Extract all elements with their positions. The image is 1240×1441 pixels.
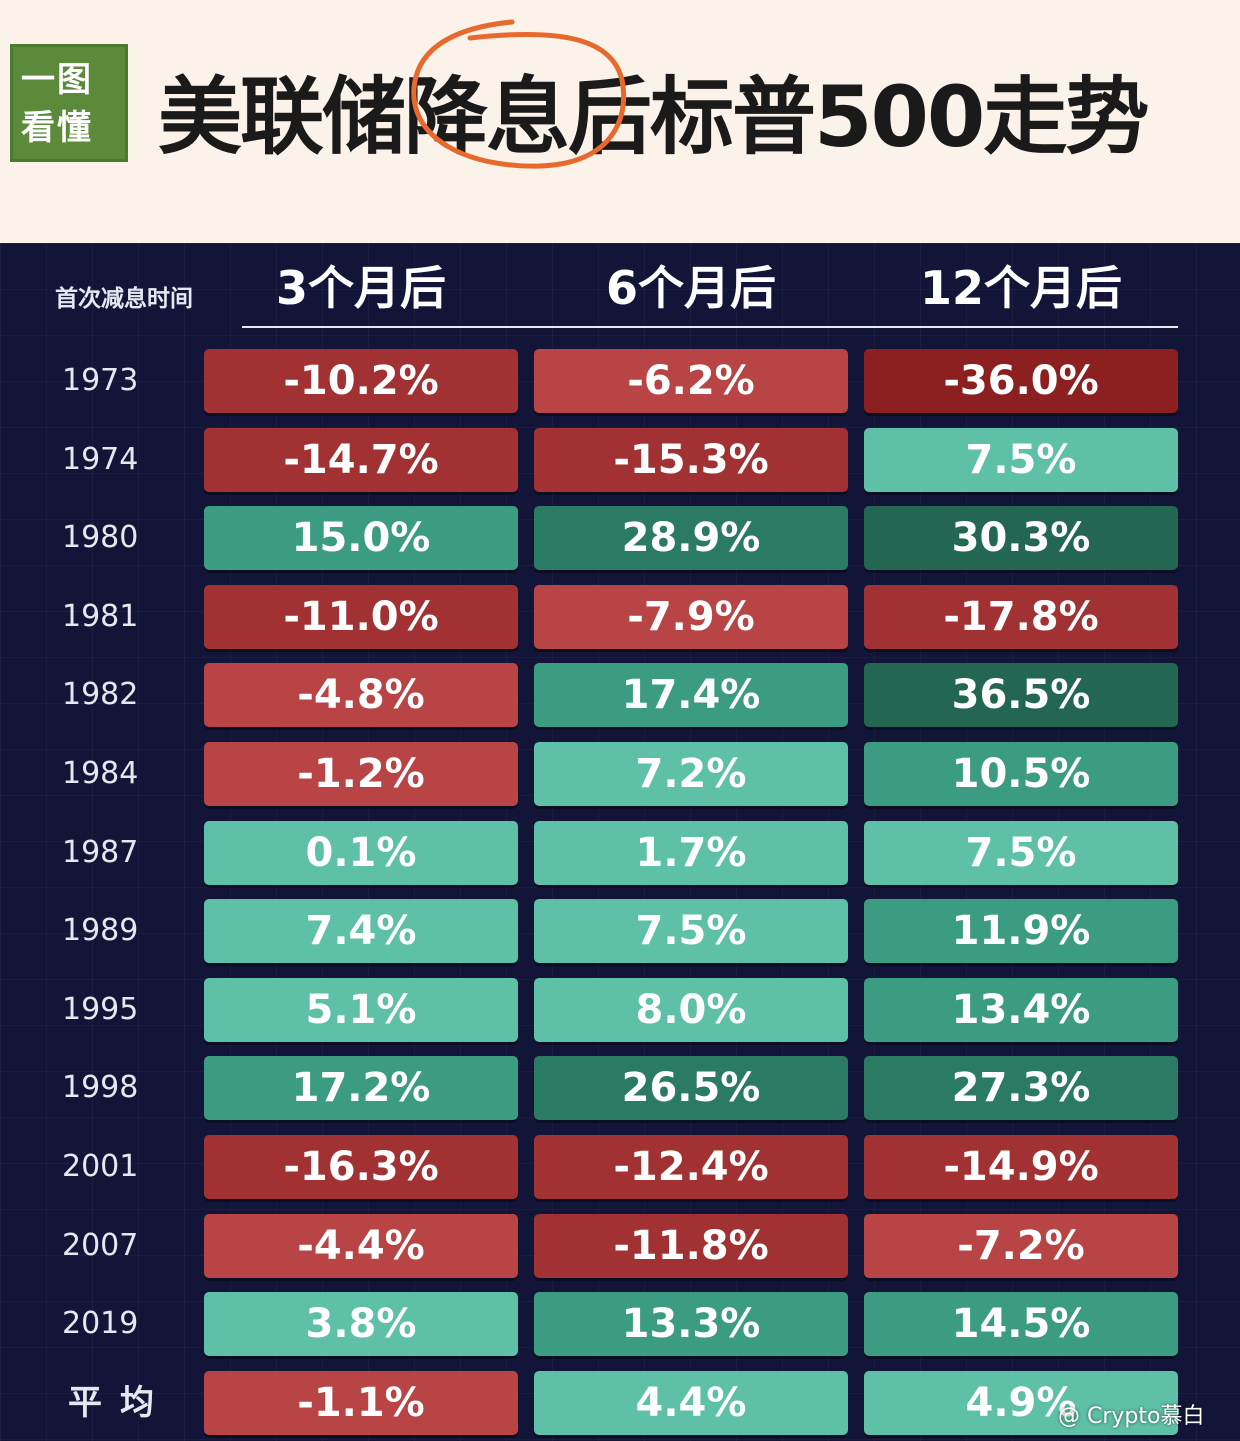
table-cell: -1.1% — [204, 1371, 518, 1435]
table-cell: 1.7% — [534, 821, 848, 885]
column-header: 6个月后 — [605, 261, 776, 315]
header-divider — [242, 326, 1178, 328]
table-cell: -36.0% — [864, 349, 1178, 413]
table-cell: 17.2% — [204, 1056, 518, 1120]
row-label: 1982 — [62, 677, 139, 712]
table-cell: 10.5% — [864, 742, 1178, 806]
table-cell: 8.0% — [534, 978, 848, 1042]
table-cell: 7.4% — [204, 899, 518, 963]
table-cell: 13.3% — [534, 1292, 848, 1356]
row-label: 2007 — [62, 1228, 139, 1263]
table-cell: -14.9% — [864, 1135, 1178, 1199]
table-cell: -6.2% — [534, 349, 848, 413]
highlight-circle-icon — [411, 19, 627, 169]
row-label: 平均 — [68, 1383, 172, 1423]
row-header-label: 首次减息时间 — [55, 286, 193, 312]
table-cell: 7.5% — [534, 899, 848, 963]
table-cell: -11.0% — [204, 585, 518, 649]
table-cell: 36.5% — [864, 663, 1178, 727]
table-cell: 14.5% — [864, 1292, 1178, 1356]
row-label: 1995 — [62, 992, 139, 1027]
table-cell: 27.3% — [864, 1056, 1178, 1120]
table-cell: 4.9% — [864, 1371, 1178, 1435]
table-cell: 0.1% — [204, 821, 518, 885]
table-cell: -4.4% — [204, 1214, 518, 1278]
row-label: 1974 — [62, 442, 139, 477]
column-header: 3个月后 — [275, 261, 446, 315]
table-cell: 30.3% — [864, 506, 1178, 570]
row-label: 2019 — [62, 1306, 139, 1341]
table-cell: -11.8% — [534, 1214, 848, 1278]
table-cell: 17.4% — [534, 663, 848, 727]
logo: 一图 看懂 — [10, 44, 128, 162]
logo-line-2: 看懂 — [21, 108, 93, 148]
table-cell: -15.3% — [534, 428, 848, 492]
page-title: 美联储降息后标普500走势 — [158, 68, 1149, 166]
table-cell: 5.1% — [204, 978, 518, 1042]
table-cell: 11.9% — [864, 899, 1178, 963]
table-cell: 28.9% — [534, 506, 848, 570]
header: 一图 看懂 美联储降息后标普500走势 — [0, 0, 1240, 243]
table-cell: -7.2% — [864, 1214, 1178, 1278]
table-cell: 7.5% — [864, 821, 1178, 885]
table-cell: -7.9% — [534, 585, 848, 649]
table-cell: 26.5% — [534, 1056, 848, 1120]
row-label: 1998 — [62, 1070, 139, 1105]
table-cell: 15.0% — [204, 506, 518, 570]
column-header: 12个月后 — [919, 261, 1122, 315]
table-cell: -17.8% — [864, 585, 1178, 649]
row-label: 1989 — [62, 913, 139, 948]
table-cell: -14.7% — [204, 428, 518, 492]
row-label: 1987 — [62, 835, 139, 870]
row-label: 1984 — [62, 756, 139, 791]
table-cell: 7.5% — [864, 428, 1178, 492]
row-label: 1973 — [62, 363, 139, 398]
table-cell: 3.8% — [204, 1292, 518, 1356]
row-label: 1981 — [62, 599, 139, 634]
table-cell: -10.2% — [204, 349, 518, 413]
table-cell: 7.2% — [534, 742, 848, 806]
row-label: 2001 — [62, 1149, 139, 1184]
table-cell: -12.4% — [534, 1135, 848, 1199]
table-cell: -16.3% — [204, 1135, 518, 1199]
table-cell: 13.4% — [864, 978, 1178, 1042]
table-cell: 4.4% — [534, 1371, 848, 1435]
watermark: @ Crypto慕白 — [1058, 1404, 1205, 1429]
logo-line-1: 一图 — [21, 60, 93, 100]
table-cell: -1.2% — [204, 742, 518, 806]
row-label: 1980 — [62, 520, 139, 555]
table-cell: -4.8% — [204, 663, 518, 727]
